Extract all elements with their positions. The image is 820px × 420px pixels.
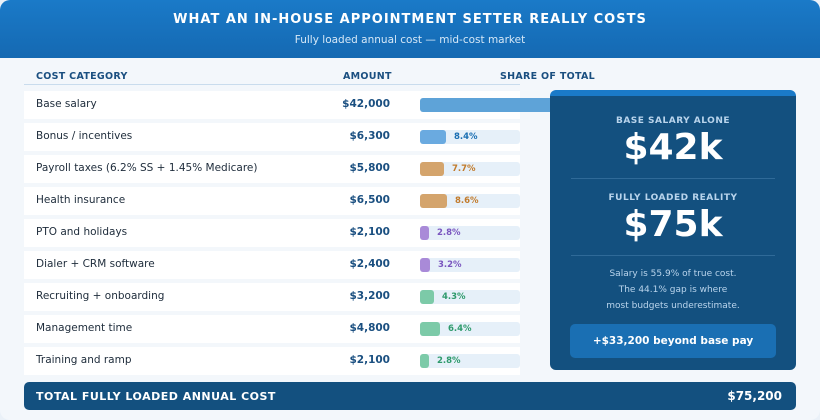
page-title: WHAT AN IN-HOUSE APPOINTMENT SETTER REAL… xyxy=(173,12,647,27)
table-row: PTO and holidays $2,100 2.8% xyxy=(24,219,520,247)
base-salary-value: $42k xyxy=(623,127,723,168)
header-divider xyxy=(24,84,520,85)
row-amount: $6,300 xyxy=(349,130,390,142)
share-percent: 2.8% xyxy=(437,356,461,366)
share-bar xyxy=(420,226,429,240)
row-label: Dialer + CRM software xyxy=(36,258,155,270)
panel-divider xyxy=(571,255,775,256)
table-row: Base salary $42,000 xyxy=(24,91,560,119)
row-amount: $4,800 xyxy=(349,322,390,334)
share-percent: 8.6% xyxy=(455,196,479,206)
share-track xyxy=(420,162,520,176)
share-track xyxy=(420,354,520,368)
row-amount: $3,200 xyxy=(349,290,390,302)
summary-panel: BASE SALARY ALONE $42k FULLY LOADED REAL… xyxy=(550,90,796,370)
row-label: Payroll taxes (6.2% SS + 1.45% Medicare) xyxy=(36,162,258,174)
row-label: Management time xyxy=(36,322,133,334)
column-header-share: SHARE OF TOTAL xyxy=(500,71,596,82)
share-bar xyxy=(420,130,446,144)
total-value: $75,200 xyxy=(727,389,782,403)
summary-note: Salary is 55.9% of true cost. The 44.1% … xyxy=(550,266,796,314)
row-label: PTO and holidays xyxy=(36,226,128,238)
beyond-base-pay-pill: +$33,200 beyond base pay xyxy=(570,324,776,358)
row-amount: $42,000 xyxy=(342,98,390,110)
row-label: Bonus / incentives xyxy=(36,130,133,142)
row-amount: $6,500 xyxy=(349,194,390,206)
share-bar xyxy=(420,322,440,336)
table-row: Bonus / incentives $6,300 8.4% xyxy=(24,123,520,151)
fully-loaded-label: FULLY LOADED REALITY xyxy=(608,193,738,203)
share-percent: 8.4% xyxy=(454,132,478,142)
share-percent: 3.2% xyxy=(438,260,462,270)
header-banner: WHAT AN IN-HOUSE APPOINTMENT SETTER REAL… xyxy=(0,0,820,58)
row-label: Base salary xyxy=(36,98,97,110)
base-salary-label: BASE SALARY ALONE xyxy=(615,116,731,126)
column-header-category: COST CATEGORY xyxy=(36,71,128,82)
panel-divider xyxy=(571,178,775,179)
share-percent: 7.7% xyxy=(452,164,476,174)
share-bar xyxy=(420,162,444,176)
row-label: Health insurance xyxy=(36,194,126,206)
table-row: Payroll taxes (6.2% SS + 1.45% Medicare)… xyxy=(24,155,520,183)
table-row: Training and ramp $2,100 2.8% xyxy=(24,347,520,375)
table-row: Recruiting + onboarding $3,200 4.3% xyxy=(24,283,520,311)
summary-note-line: The 44.1% gap is where xyxy=(618,285,728,295)
row-amount: $5,800 xyxy=(349,162,390,174)
share-percent: 2.8% xyxy=(437,228,461,238)
share-bar xyxy=(420,258,430,272)
share-bar xyxy=(420,354,429,368)
fully-loaded-value: $75k xyxy=(623,204,723,245)
table-row: Management time $4,800 6.4% xyxy=(24,315,520,343)
share-bar xyxy=(420,98,560,112)
share-track xyxy=(420,226,520,240)
share-track xyxy=(420,290,520,304)
summary-note-line: Salary is 55.9% of true cost. xyxy=(609,269,737,279)
summary-note-line: most budgets underestimate. xyxy=(606,301,740,311)
table-row: Health insurance $6,500 8.6% xyxy=(24,187,520,215)
row-amount: $2,400 xyxy=(349,258,390,270)
row-amount: $2,100 xyxy=(349,354,390,366)
page-subtitle: Fully loaded annual cost — mid-cost mark… xyxy=(294,34,526,46)
share-track xyxy=(420,258,520,272)
row-amount: $2,100 xyxy=(349,226,390,238)
share-percent: 4.3% xyxy=(442,292,466,302)
total-label: TOTAL FULLY LOADED ANNUAL COST xyxy=(36,390,276,403)
column-header-amount: AMOUNT xyxy=(343,71,392,82)
table-row: Dialer + CRM software $2,400 3.2% xyxy=(24,251,520,279)
share-bar xyxy=(420,194,447,208)
share-percent: 6.4% xyxy=(448,324,472,334)
total-bar: TOTAL FULLY LOADED ANNUAL COST $75,200 xyxy=(24,382,796,410)
row-label: Recruiting + onboarding xyxy=(36,290,165,302)
share-bar xyxy=(420,290,434,304)
share-track xyxy=(420,322,520,336)
row-label: Training and ramp xyxy=(36,354,132,366)
